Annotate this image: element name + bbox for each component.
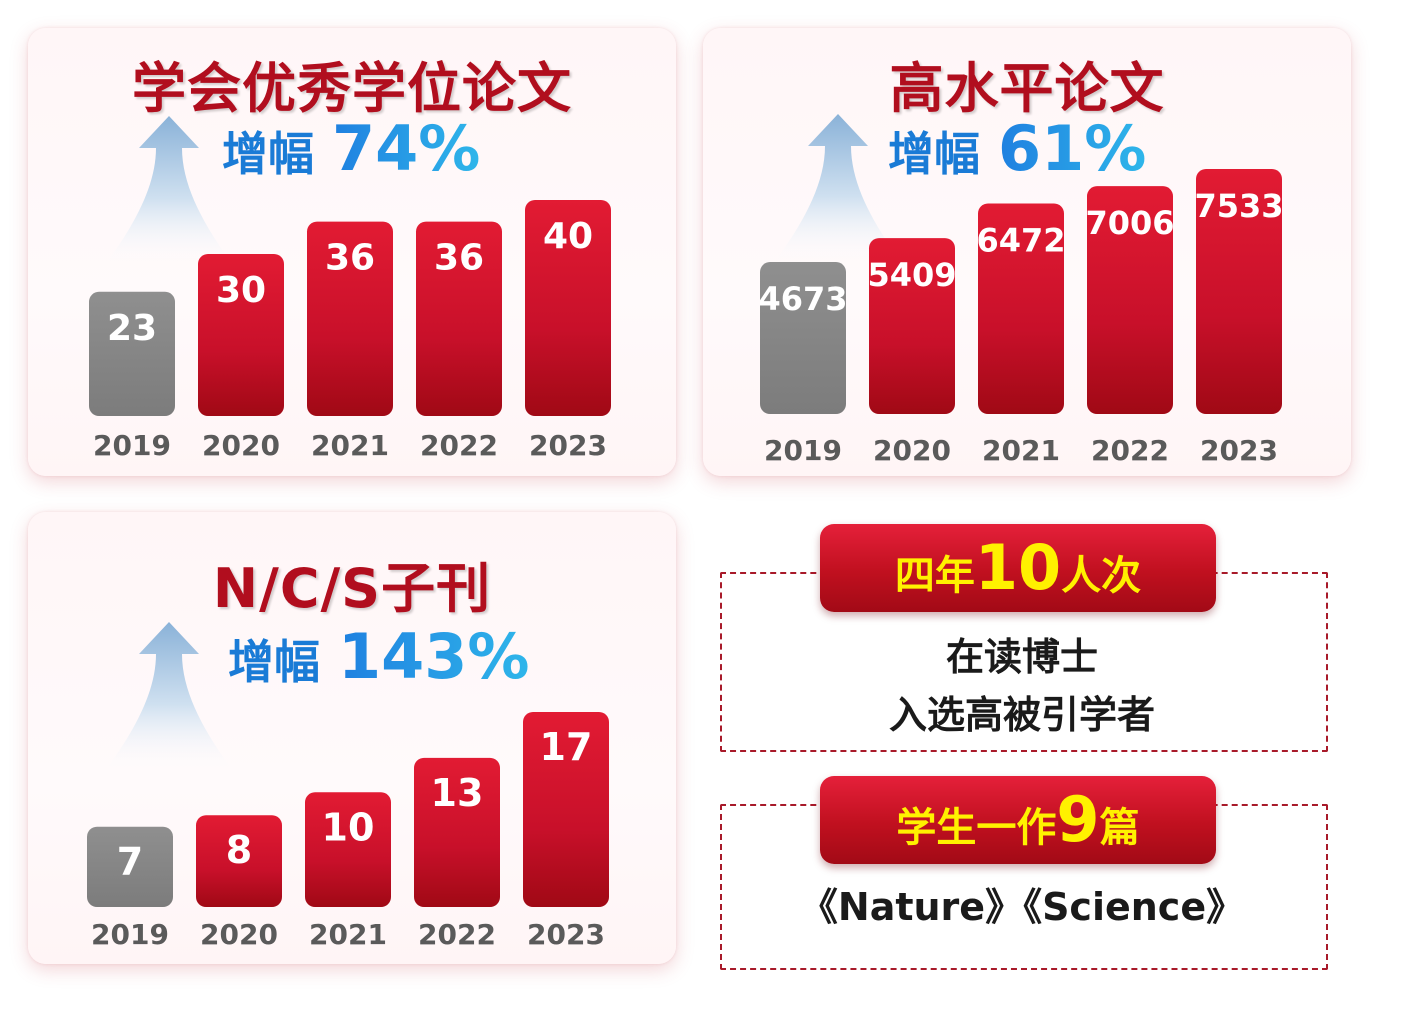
ribbon-text-part1: 四年 <box>894 553 975 599</box>
panel-high-level-papers: 高水平论文 增幅 61% 4673 2019 5409 2020 6472 2021 7006… <box>703 28 1351 476</box>
x-tick-label: 2022 <box>418 918 496 951</box>
x-tick-label: 2023 <box>529 429 607 462</box>
x-tick-label: 2019 <box>764 434 842 467</box>
bar-value-label: 17 <box>540 725 593 769</box>
bar-2020 <box>196 815 282 907</box>
growth-rate: 增幅 61% <box>888 112 1146 185</box>
x-tick-label: 2021 <box>309 918 387 951</box>
x-tick-label: 2022 <box>420 429 498 462</box>
bar-2019 <box>760 262 846 414</box>
growth-label: 增幅 <box>228 635 320 689</box>
bar-value-label: 7006 <box>1085 204 1174 242</box>
bar-value-label: 7533 <box>1194 187 1283 225</box>
x-tick-label: 2023 <box>1200 434 1278 467</box>
x-tick-label: 2023 <box>527 918 605 951</box>
ribbon-number: 10 <box>974 531 1062 604</box>
bar-2019 <box>87 826 173 907</box>
x-tick-label: 2020 <box>873 434 951 467</box>
bar-value-label: 8 <box>226 828 252 872</box>
panel-title: 学会优秀学位论文 <box>132 57 572 120</box>
bar-2021 <box>307 221 393 416</box>
callout-journals-line: 《Nature》《Science》 <box>799 885 1245 929</box>
callout-body-highly-cited: 在读博士 入选高被引学者 <box>720 620 1324 740</box>
bar-2022 <box>414 757 500 907</box>
bar-chart-ncs-journals: 7 2019 8 2020 10 2021 13 2022 17 2023 <box>87 712 609 951</box>
bar-2022 <box>416 221 502 416</box>
bar-2023 <box>525 200 611 416</box>
bar-2019 <box>89 291 175 416</box>
up-arrow-icon <box>773 114 903 264</box>
panel-ncs-journals: N/C/S子刊 增幅 143% 7 2019 8 2020 10 2021 13 2022 17 2… <box>28 512 676 964</box>
bar-value-label: 10 <box>322 805 375 849</box>
ribbon-highly-cited: 四年10人次 <box>820 524 1216 612</box>
ribbon-first-author: 学生一作9篇 <box>820 776 1216 864</box>
bar-value-label: 23 <box>107 308 157 349</box>
up-arrow-icon <box>104 622 234 772</box>
bar-2020 <box>869 238 955 414</box>
ribbon-text-part2: 人次 <box>1061 553 1142 599</box>
bar-2022 <box>1087 186 1173 414</box>
ribbon-text-part1: 学生一作 <box>896 805 1057 851</box>
bar-chart-excellent-theses: 23 2019 30 2020 36 2021 36 2022 40 2023 <box>89 200 611 462</box>
bar-2023 <box>1196 169 1282 414</box>
x-tick-label: 2020 <box>202 429 280 462</box>
growth-value: 74% <box>332 112 481 185</box>
bar-chart-high-level-papers: 4673 2019 5409 2020 6472 2021 7006 2022 7533 2023 <box>758 169 1284 467</box>
x-tick-label: 2019 <box>93 429 171 462</box>
growth-rate: 增幅 143% <box>228 620 530 693</box>
panel-excellent-theses: 学会优秀学位论文 增幅 74% 23 2019 30 2020 36 2021 36 2022 4… <box>28 28 676 476</box>
x-tick-label: 2022 <box>1091 434 1169 467</box>
bar-value-label: 36 <box>434 238 484 279</box>
growth-value: 143% <box>338 620 530 693</box>
x-tick-label: 2019 <box>91 918 169 951</box>
bar-value-label: 36 <box>325 238 375 279</box>
growth-rate: 增幅 74% <box>222 112 480 185</box>
growth-label: 增幅 <box>888 127 980 181</box>
x-tick-label: 2020 <box>200 918 278 951</box>
bar-value-label: 4673 <box>758 280 847 318</box>
bar-value-label: 13 <box>431 771 484 815</box>
bar-2020 <box>198 254 284 416</box>
bar-value-label: 30 <box>216 270 266 311</box>
bar-2021 <box>305 792 391 907</box>
bar-value-label: 6472 <box>976 222 1065 260</box>
panel-title: N/C/S子刊 <box>212 557 492 620</box>
panel-title: 高水平论文 <box>889 57 1165 120</box>
callout-line-2: 入选高被引学者 <box>888 693 1155 737</box>
bar-2021 <box>978 203 1064 414</box>
x-tick-label: 2021 <box>311 429 389 462</box>
ribbon-text-part2: 篇 <box>1099 805 1140 851</box>
growth-value: 61% <box>998 112 1147 185</box>
bar-2023 <box>523 712 609 907</box>
up-arrow-icon <box>104 116 234 266</box>
ribbon-number: 9 <box>1056 783 1100 856</box>
callout-line-1: 在读博士 <box>945 635 1098 679</box>
bar-value-label: 40 <box>543 216 593 257</box>
x-tick-label: 2021 <box>982 434 1060 467</box>
bar-value-label: 7 <box>117 840 143 884</box>
bar-value-label: 5409 <box>867 256 956 294</box>
growth-label: 增幅 <box>222 127 314 181</box>
